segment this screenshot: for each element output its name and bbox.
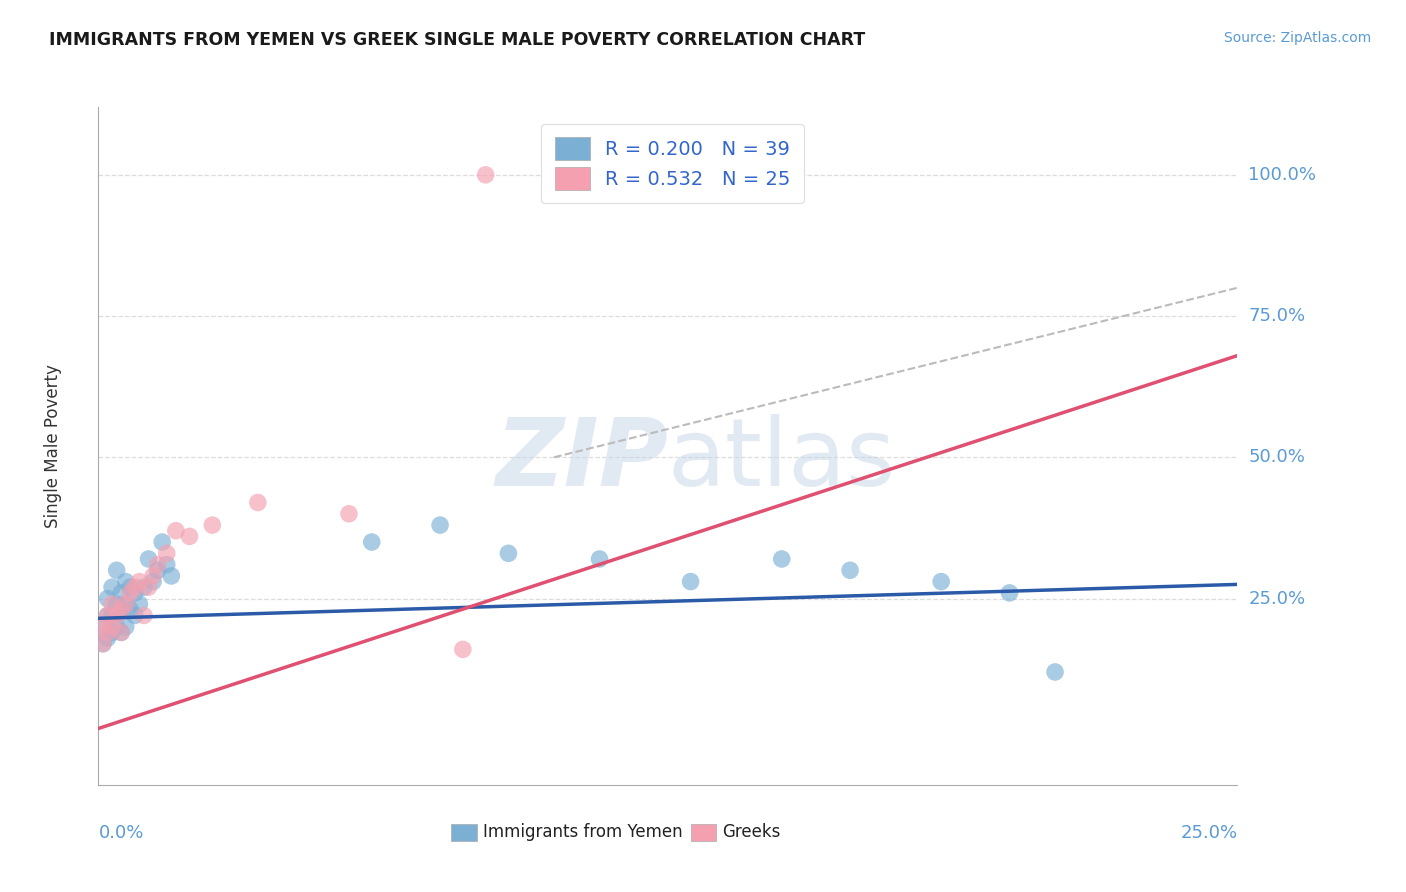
Point (179, 529, 201, 543)
Point (114, 597, 136, 611)
Point (110, 603, 132, 617)
Point (91, 620, 114, 634)
Point (124, 580, 146, 594)
Point (91, 637, 114, 651)
FancyBboxPatch shape (690, 823, 716, 840)
Point (96, 631, 118, 645)
Point (474, 168, 496, 182)
Point (128, 574, 150, 589)
Point (120, 580, 142, 594)
Point (105, 563, 128, 577)
Point (165, 524, 187, 538)
Point (110, 625, 132, 640)
Text: ZIP: ZIP (495, 414, 668, 506)
Point (160, 569, 183, 583)
Point (429, 518, 451, 533)
Text: atlas: atlas (668, 414, 896, 506)
Point (1043, 665, 1066, 679)
Point (150, 535, 173, 549)
Point (132, 580, 155, 594)
Point (96, 591, 118, 606)
Point (201, 518, 224, 533)
Point (124, 586, 146, 600)
Point (588, 552, 610, 566)
Point (124, 608, 146, 623)
Text: 25.0%: 25.0% (1180, 824, 1237, 842)
Text: 50.0%: 50.0% (1249, 449, 1305, 467)
Point (110, 586, 132, 600)
Point (96, 608, 118, 623)
Point (120, 586, 142, 600)
Text: 0.0%: 0.0% (98, 824, 143, 842)
Point (114, 620, 136, 634)
Text: Source: ZipAtlas.com: Source: ZipAtlas.com (1223, 31, 1371, 45)
Point (101, 608, 124, 623)
Point (337, 507, 360, 521)
Legend: R = 0.200   N = 39, R = 0.532   N = 25: R = 0.200 N = 39, R = 0.532 N = 25 (541, 123, 804, 203)
Point (110, 625, 132, 640)
Point (146, 563, 169, 577)
Point (96, 625, 118, 640)
Point (498, 546, 520, 560)
Point (156, 546, 179, 560)
Point (101, 580, 124, 594)
Text: Immigrants from Yemen: Immigrants from Yemen (484, 822, 683, 841)
Point (105, 620, 128, 634)
Point (101, 597, 124, 611)
Point (96, 608, 118, 623)
Point (101, 625, 124, 640)
Text: 25.0%: 25.0% (1249, 590, 1306, 607)
Point (138, 580, 160, 594)
Point (101, 620, 124, 634)
Point (105, 608, 128, 623)
Text: IMMIGRANTS FROM YEMEN VS GREEK SINGLE MALE POVERTY CORRELATION CHART: IMMIGRANTS FROM YEMEN VS GREEK SINGLE MA… (49, 31, 866, 49)
Point (770, 552, 793, 566)
Point (105, 597, 128, 611)
Point (91, 620, 114, 634)
Point (246, 495, 269, 509)
Point (91, 637, 114, 651)
Point (679, 574, 702, 589)
Point (998, 586, 1021, 600)
Point (360, 535, 382, 549)
Point (156, 558, 179, 572)
Point (120, 603, 142, 617)
Point (132, 608, 155, 623)
Point (146, 558, 169, 572)
Point (110, 603, 132, 617)
Text: Single Male Poverty: Single Male Poverty (44, 364, 62, 528)
Point (114, 574, 136, 589)
Text: Greeks: Greeks (723, 822, 780, 841)
Point (142, 574, 165, 589)
Point (839, 563, 862, 577)
Text: 75.0%: 75.0% (1249, 307, 1306, 325)
Point (451, 642, 474, 657)
Text: 100.0%: 100.0% (1249, 166, 1316, 184)
Point (114, 597, 136, 611)
FancyBboxPatch shape (451, 823, 477, 840)
Point (142, 569, 165, 583)
Point (929, 574, 952, 589)
Point (138, 552, 160, 566)
Point (128, 597, 150, 611)
